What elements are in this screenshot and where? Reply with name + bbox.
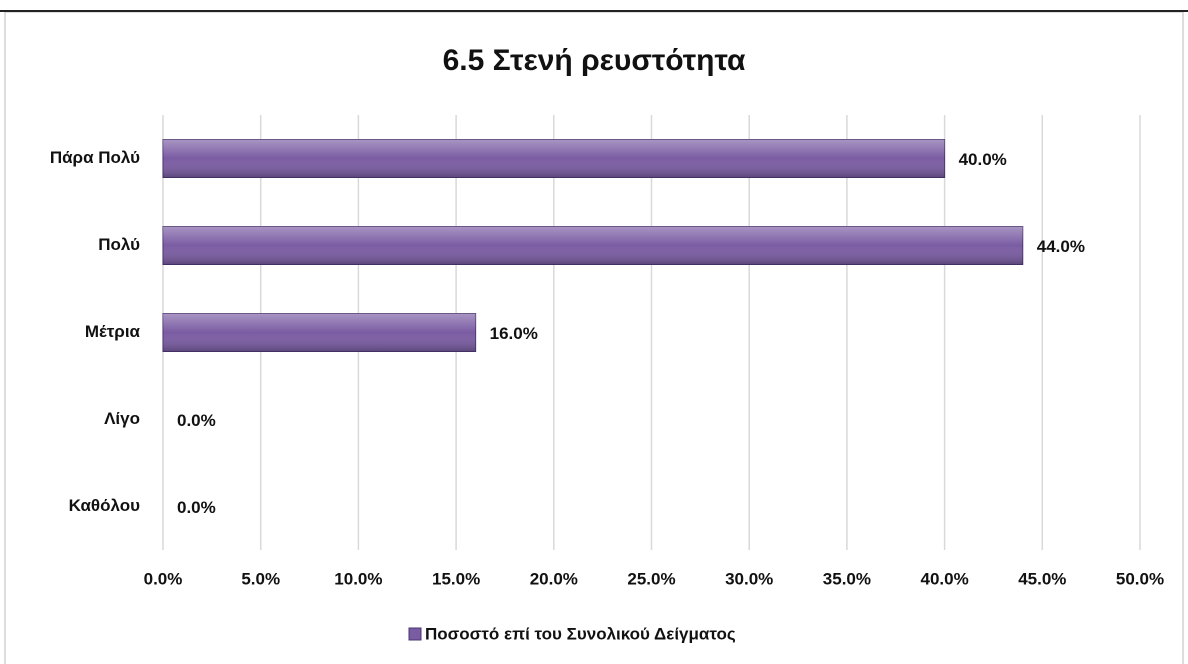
x-tick-label: 35.0%	[823, 569, 871, 588]
x-tick-label: 10.0%	[334, 569, 382, 588]
bar-shade	[163, 226, 1023, 265]
x-tick-label: 30.0%	[725, 569, 773, 588]
x-tick-label: 50.0%	[1116, 569, 1164, 588]
y-tick-label: Μέτρια	[85, 322, 141, 341]
value-label: 0.0%	[177, 411, 216, 430]
x-tick-label: 15.0%	[432, 569, 480, 588]
x-tick-label: 20.0%	[530, 569, 578, 588]
bar-shade	[163, 139, 945, 178]
x-tick-label: 40.0%	[920, 569, 968, 588]
y-tick-label: Πολύ	[98, 235, 140, 254]
value-label: 16.0%	[490, 324, 538, 343]
x-tick-label: 0.0%	[144, 569, 183, 588]
x-tick-label: 25.0%	[627, 569, 675, 588]
y-tick-label: Καθόλου	[69, 496, 141, 515]
x-tick-label: 45.0%	[1018, 569, 1066, 588]
y-tick-label: Πάρα Πολύ	[50, 148, 140, 167]
value-label: 0.0%	[177, 498, 216, 517]
value-label: 40.0%	[959, 150, 1007, 169]
x-tick-label: 5.0%	[241, 569, 280, 588]
y-tick-label: Λίγο	[104, 409, 140, 428]
value-label: 44.0%	[1037, 237, 1085, 256]
bar-shade	[163, 313, 476, 352]
chart-title: 6.5 Στενή ρευστότητα	[443, 44, 746, 77]
legend-label: Ποσοστό επί του Συνολικού Δείγματος	[425, 624, 736, 643]
legend-swatch	[408, 627, 422, 641]
